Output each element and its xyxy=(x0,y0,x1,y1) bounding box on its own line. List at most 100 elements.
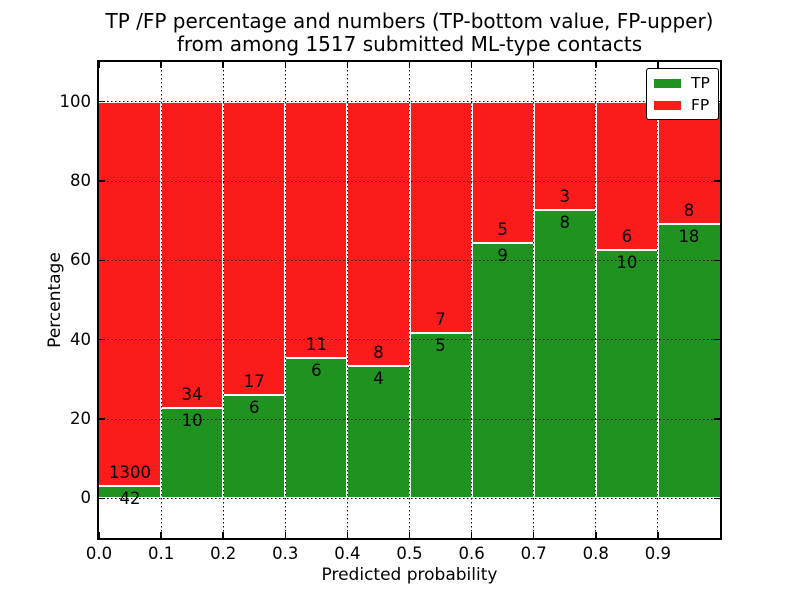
bar-tp-count-label: 5 xyxy=(435,336,446,356)
legend-swatch-tp xyxy=(654,78,681,88)
grid-line-vertical xyxy=(409,62,410,538)
bar-edge-line xyxy=(99,484,162,487)
bar-segment-fp xyxy=(657,101,720,224)
bar-segment-tp xyxy=(347,366,410,499)
tick-mark xyxy=(99,100,105,103)
bar-segment-fp xyxy=(223,101,286,395)
bar-edge-line xyxy=(223,393,286,396)
tick-mark xyxy=(714,418,720,420)
bar-segment-tp xyxy=(471,243,534,499)
bar-segment-fp xyxy=(409,101,472,334)
x-tick-label: 0.4 xyxy=(334,544,361,563)
bar-segment-fp xyxy=(347,101,410,367)
bar-tp-count-label: 10 xyxy=(181,411,203,431)
tick-mark xyxy=(98,532,100,538)
grid-line-vertical xyxy=(222,62,224,538)
bar-edge-line xyxy=(285,357,348,360)
tick-mark xyxy=(532,62,535,68)
bar-segment-tp xyxy=(285,358,348,499)
bar-segment-fp xyxy=(533,101,596,210)
tick-mark xyxy=(160,62,162,68)
bar-fp-count-label: 1300 xyxy=(109,462,152,482)
tick-mark xyxy=(470,62,473,68)
tick-mark xyxy=(408,62,411,68)
bar-tp-count-label: 6 xyxy=(311,361,322,381)
bar-tp-count-label: 4 xyxy=(373,369,384,389)
bar-tp-count-label: 18 xyxy=(678,226,700,246)
y-axis-label: Percentage xyxy=(45,252,65,348)
y-tick-label: 80 xyxy=(70,171,91,190)
tick-mark xyxy=(595,62,597,68)
bar-segment-tp xyxy=(657,223,720,499)
grid-line-vertical xyxy=(346,62,348,538)
bar-tp-count-label: 10 xyxy=(616,253,638,273)
x-tick-label: 0.9 xyxy=(644,544,672,563)
y-tick-label: 60 xyxy=(70,250,91,270)
tick-mark xyxy=(284,532,287,538)
grid-line-vertical xyxy=(160,62,162,538)
bar-tp-count-label: 6 xyxy=(248,397,260,417)
tick-mark xyxy=(222,532,224,538)
tick-mark xyxy=(657,62,659,68)
bar-fp-count-label: 11 xyxy=(305,335,327,355)
bar-segment-tp xyxy=(161,408,224,499)
bar-edge-line xyxy=(595,249,658,252)
bar-segment-fp xyxy=(161,101,224,409)
bar-edge-line xyxy=(533,208,596,211)
grid-line-vertical xyxy=(284,62,286,538)
grid-line-vertical xyxy=(595,62,597,538)
tick-mark xyxy=(99,259,105,262)
bar-fp-count-label: 7 xyxy=(435,310,446,330)
legend-label-fp: FP xyxy=(691,96,710,114)
tick-mark xyxy=(99,418,105,420)
bar-segment-tp xyxy=(595,250,658,499)
chart-title-line2: from among 1517 submitted ML-type contac… xyxy=(176,32,643,56)
chart-title: TP /FP percentage and numbers (TP-bottom… xyxy=(99,10,720,56)
bar-fp-count-label: 8 xyxy=(683,200,695,220)
tick-mark xyxy=(595,532,597,538)
grid-line-vertical xyxy=(471,62,473,538)
tick-mark xyxy=(99,180,105,182)
bar-segment-fp xyxy=(471,101,534,244)
tick-mark xyxy=(99,338,105,341)
bar-fp-count-label: 3 xyxy=(559,186,570,206)
bar-tp-count-label: 8 xyxy=(559,212,570,232)
bar-segment-tp xyxy=(533,209,596,499)
tick-mark xyxy=(346,532,349,538)
x-axis-label: Predicted probability xyxy=(321,565,498,585)
bar-segment-tp xyxy=(223,394,286,499)
bar-segment-tp xyxy=(99,485,162,499)
x-tick-label: 0.0 xyxy=(85,544,113,563)
tick-mark xyxy=(657,532,659,538)
bar-fp-count-label: 5 xyxy=(497,220,508,240)
grid-line-horizontal xyxy=(99,339,720,341)
grid-line-horizontal xyxy=(99,180,720,182)
tick-mark xyxy=(532,532,535,538)
legend-swatch-fp xyxy=(654,100,681,110)
bar-edge-line xyxy=(657,222,720,225)
bar-edge-line xyxy=(471,242,534,245)
grid-line-horizontal xyxy=(99,418,720,420)
bar-fp-count-label: 8 xyxy=(373,343,384,363)
tick-mark xyxy=(408,532,411,538)
chart-title-line1: TP /FP percentage and numbers (TP-bottom… xyxy=(105,9,714,33)
x-tick-label: 0.8 xyxy=(582,544,609,563)
x-tick-label: 0.1 xyxy=(147,544,175,563)
tick-mark xyxy=(99,497,105,500)
legend-entry-fp: FP xyxy=(654,96,710,114)
bar-segment-fp xyxy=(285,101,348,359)
x-tick-label: 0.6 xyxy=(458,544,485,563)
bar-edge-line xyxy=(347,365,410,368)
bar-segment-fp xyxy=(595,101,658,251)
tick-mark xyxy=(714,338,720,341)
tick-mark xyxy=(714,259,720,262)
tick-mark xyxy=(346,62,349,68)
bar-segment-tp xyxy=(409,333,472,499)
tick-mark xyxy=(160,532,162,538)
tick-mark xyxy=(714,497,720,500)
y-tick-label: 100 xyxy=(59,91,92,111)
plot-area: 1300 42 34 10 17 6 11 6 8 4 7 5 5 9 3 8 6 10 8 18 xyxy=(97,60,722,540)
grid-line-vertical xyxy=(533,62,535,538)
tick-mark xyxy=(470,532,473,538)
